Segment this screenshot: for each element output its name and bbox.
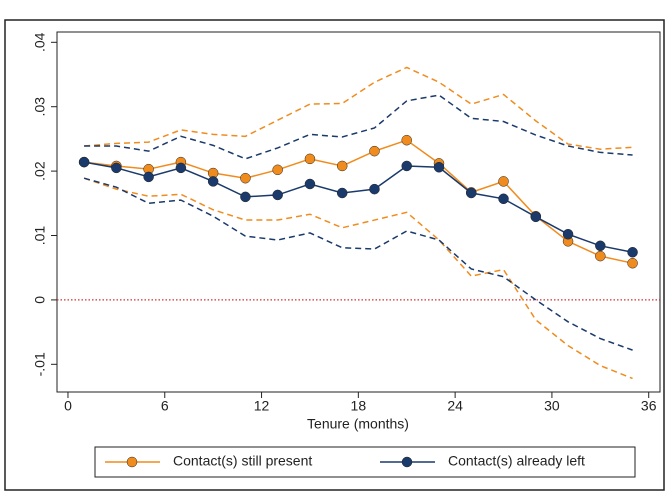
plot-area (56, 31, 661, 393)
ci-line (84, 66, 633, 150)
point (627, 247, 638, 258)
point (498, 176, 509, 187)
ci-line (84, 94, 633, 160)
point (498, 193, 509, 205)
point (401, 134, 412, 146)
point (78, 156, 90, 168)
x-tick-label: 18 (351, 398, 367, 414)
point (207, 176, 219, 187)
x-tick-label: 30 (544, 398, 560, 414)
ci-line (83, 177, 633, 351)
point (433, 161, 445, 173)
point (595, 240, 606, 252)
y-tick-label: .04 (32, 32, 48, 52)
point (175, 162, 187, 174)
legend (94, 446, 636, 478)
legend-label: Contact(s) still present (173, 453, 312, 469)
y-tick-label: .01 (32, 226, 48, 246)
point (562, 228, 574, 240)
x-tick-label: 36 (641, 398, 657, 414)
point (111, 162, 122, 174)
point (272, 189, 283, 201)
ci-line (83, 177, 633, 380)
series-line (83, 161, 633, 253)
point (336, 160, 348, 172)
x-tick-label: 24 (447, 398, 463, 414)
x-tick-label: 12 (254, 398, 270, 414)
legend-label: Contact(s) already left (448, 453, 585, 469)
point (627, 257, 638, 269)
point (466, 187, 477, 199)
y-tick-label: .02 (32, 161, 48, 181)
point (304, 178, 316, 190)
point (336, 187, 348, 199)
point (240, 172, 251, 184)
y-tick-label: 0 (32, 296, 48, 304)
x-axis-label: Tenure (months) (307, 416, 409, 432)
legend-marker (126, 456, 138, 468)
legend-marker (401, 456, 413, 468)
point (595, 250, 606, 262)
y-tick-label: .03 (32, 97, 48, 117)
point (143, 171, 154, 183)
y-tick-label: -.01 (32, 352, 48, 376)
point (240, 191, 251, 203)
point (304, 153, 316, 165)
point (530, 211, 542, 223)
point (369, 145, 380, 157)
x-tick-label: 0 (64, 398, 72, 414)
x-tick-label: 6 (161, 398, 169, 414)
point (369, 183, 380, 195)
point (401, 160, 412, 172)
point (272, 164, 283, 176)
